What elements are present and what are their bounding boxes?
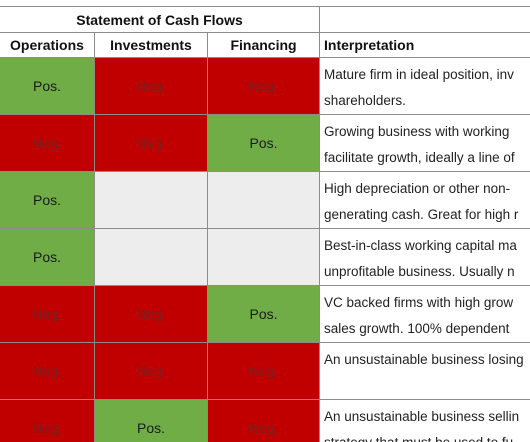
interpretation-line-2 <box>324 373 530 399</box>
interpretation-cell: Growing business with working facilitate … <box>319 114 530 172</box>
column-header-interpretation: Interpretation <box>319 32 530 58</box>
interpretation-cell: High depreciation or other non-generatin… <box>319 171 530 229</box>
investments-cell <box>94 228 208 286</box>
financing-cell: Pos. <box>206 285 321 343</box>
investments-cell: Neg. <box>94 57 208 115</box>
interpretation-cell: An unsustainable business losing <box>319 342 530 400</box>
interpretation-cell: VC backed firms with high grow sales grow… <box>319 285 530 343</box>
group-header-statement-of-cash-flows: Statement of Cash Flows <box>0 6 321 33</box>
interpretation-cell: Mature firm in ideal position, inv shareh… <box>319 57 530 115</box>
interpretation-line-2: generating cash. Great for high r <box>324 207 519 222</box>
interpretation-line-2: unprofitable business. Usually n <box>324 264 515 279</box>
table-row: Neg. Neg. Neg. An unsustainable business… <box>0 342 530 400</box>
group-header-blank <box>319 6 530 33</box>
financing-cell <box>206 171 321 229</box>
financing-cell: Neg. <box>206 57 321 115</box>
column-header-investments: Investments <box>94 32 208 58</box>
interpretation-line-1: Mature firm in ideal position, inv <box>324 67 514 82</box>
interpretation-line-1: An unsustainable business sellin <box>324 409 520 424</box>
interpretation-cell: Best-in-class working capital ma unprofit… <box>319 228 530 286</box>
table-row: Neg. Neg. Pos. Growing business with wor… <box>0 114 530 172</box>
column-header-financing: Financing <box>206 32 321 58</box>
financing-cell <box>206 228 321 286</box>
interpretation-line-2: shareholders. <box>324 93 406 108</box>
investments-cell <box>94 171 208 229</box>
interpretation-cell: An unsustainable business sellin strategy… <box>319 399 530 442</box>
operations-cell: Neg. <box>0 399 95 442</box>
operations-cell: Neg. <box>0 285 95 343</box>
interpretation-line-2: sales growth. 100% dependent <box>324 321 510 336</box>
interpretation-line-2: strategy that must be used to fu <box>324 430 530 442</box>
cash-flow-table: Statement of Cash Flows Operations Inves… <box>0 6 530 442</box>
operations-cell: Neg. <box>0 342 95 400</box>
interpretation-line-1: Best-in-class working capital ma <box>324 238 517 253</box>
investments-cell: Neg. <box>94 114 208 172</box>
table-row: Pos. High depreciation or other non-gene… <box>0 171 530 229</box>
table-row: Pos. Best-in-class working capital ma unp… <box>0 228 530 286</box>
operations-cell: Pos. <box>0 57 95 115</box>
interpretation-line-1: Growing business with working <box>324 124 510 139</box>
financing-cell: Neg. <box>206 399 321 442</box>
table-row: Pos. Neg. Neg. Mature firm in ideal posi… <box>0 57 530 115</box>
table-row: Neg. Neg. Pos. VC backed firms with high… <box>0 285 530 343</box>
operations-cell: Pos. <box>0 171 95 229</box>
investments-cell: Neg. <box>94 342 208 400</box>
operations-cell: Neg. <box>0 114 95 172</box>
table-row: Neg. Pos. Neg. An unsustainable business… <box>0 399 530 442</box>
interpretation-line-2: facilitate growth, ideally a line of <box>324 150 515 165</box>
financing-cell: Neg. <box>206 342 321 400</box>
group-header-row: Statement of Cash Flows <box>0 6 530 33</box>
investments-cell: Neg. <box>94 285 208 343</box>
column-header-operations: Operations <box>0 32 95 58</box>
interpretation-line-1: An unsustainable business losing <box>324 352 524 367</box>
interpretation-line-1: High depreciation or other non- <box>324 181 511 196</box>
column-header-row: Operations Investments Financing Interpr… <box>0 32 530 58</box>
investments-cell: Pos. <box>94 399 208 442</box>
financing-cell: Pos. <box>206 114 321 172</box>
table-body: Pos. Neg. Neg. Mature firm in ideal posi… <box>0 57 530 442</box>
operations-cell: Pos. <box>0 228 95 286</box>
interpretation-line-1: VC backed firms with high grow <box>324 295 514 310</box>
